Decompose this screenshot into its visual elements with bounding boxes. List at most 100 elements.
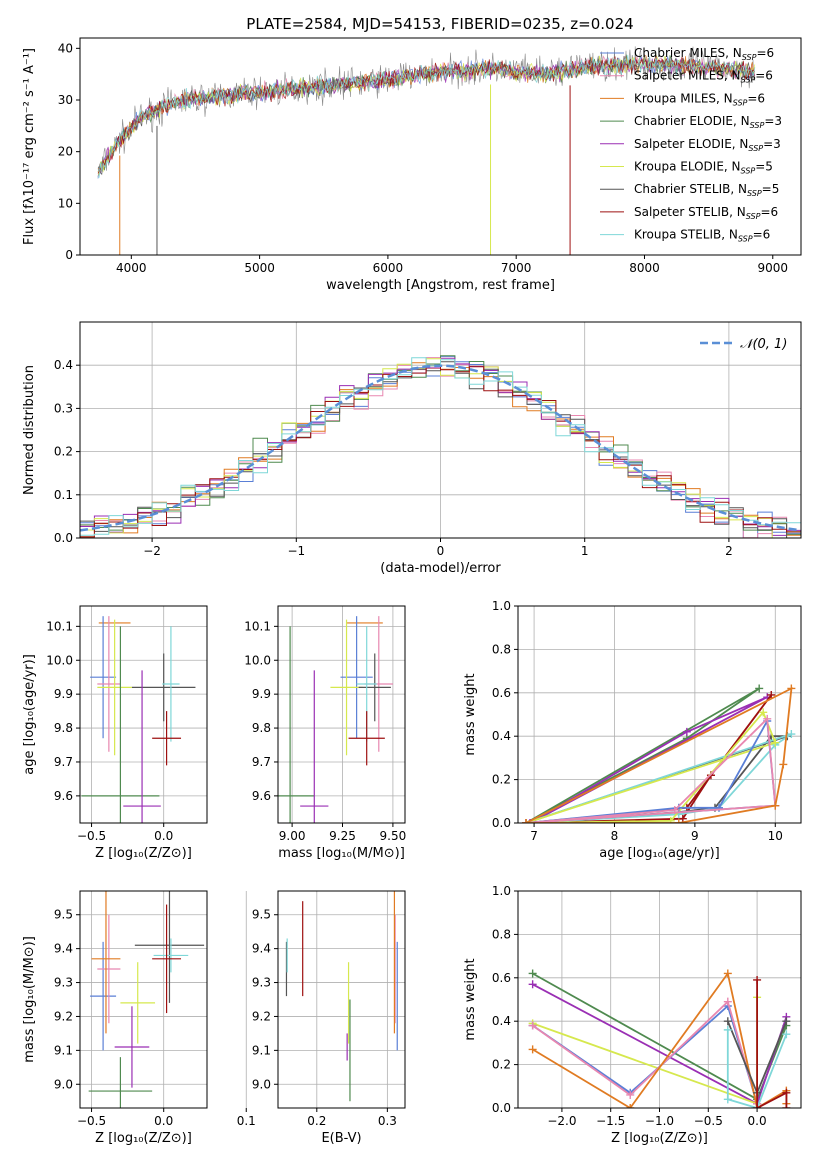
x-tick-label: 4000 — [116, 261, 147, 275]
plot-area — [97, 46, 756, 255]
weight-marker — [626, 1090, 635, 1099]
weight-marker — [782, 1017, 791, 1026]
plot-area — [528, 969, 791, 1108]
y-tick-label: 9.6 — [252, 789, 271, 803]
weight-marker — [670, 805, 679, 814]
legend-entry: Chabrier ELODIE, NSSP=3 — [634, 114, 782, 130]
x-tick-label: −2.0 — [547, 1114, 576, 1128]
axes-frame — [277, 890, 406, 1109]
x-axis-label: Z [log₁₀(Z/Z⊙)] — [611, 1131, 708, 1146]
y-tick-label: 0.2 — [492, 1058, 511, 1072]
plot-layer: 4000 5000 6000 7000 8000 9000010203040wavelen… — [22, 37, 802, 1146]
y-tick-label: 0.0 — [492, 1101, 511, 1115]
y-tick-label: 9.2 — [252, 1009, 271, 1023]
weight-line-salpeter_miles — [532, 1000, 758, 1104]
y-tick-label: 10.0 — [46, 653, 73, 667]
y-axis-label: mass [log₁₀(M/M⊙)] — [22, 936, 37, 1063]
x-tick-label: 8 — [611, 829, 619, 843]
weight-marker — [723, 1095, 732, 1104]
y-tick-label: 10 — [58, 196, 73, 210]
x-tick-label: −0.5 — [77, 1114, 106, 1128]
axes-frame — [79, 321, 802, 539]
weight-marker — [528, 969, 537, 978]
weight-marker — [767, 690, 776, 699]
legend-entry: Kroupa ELODIE, NSSP=5 — [634, 160, 773, 176]
y-tick-label: 9.7 — [252, 755, 271, 769]
normal-curve — [80, 364, 801, 532]
x-tick-label: 9.50 — [380, 829, 407, 843]
legend-entry: Chabrier STELIB, NSSP=5 — [634, 182, 779, 198]
x-axis-label: mass [log₁₀(M/M⊙)] — [278, 846, 405, 861]
x-tick-label: −0.5 — [694, 1114, 723, 1128]
x-tick-label: −1.0 — [645, 1114, 674, 1128]
y-tick-label: 9.0 — [54, 1077, 73, 1091]
weight-marker — [626, 1104, 635, 1108]
legend-entry: Chabrier MILES, NSSP=6 — [634, 46, 774, 62]
y-tick-label: 9.5 — [252, 908, 271, 922]
x-tick-label: 0.3 — [378, 1114, 397, 1128]
axes-frame — [79, 890, 208, 1109]
y-axis-label: mass weight — [463, 673, 478, 755]
y-tick-label: 9.2 — [54, 1009, 73, 1023]
y-tick-label: 0.2 — [492, 773, 511, 787]
plot-area — [285, 891, 398, 1102]
weight-marker — [714, 803, 723, 812]
weight-line-kroupa_elodie — [525, 710, 777, 823]
weight-marker — [723, 969, 732, 978]
weight-marker — [787, 730, 796, 739]
y-tick-label: 9.0 — [252, 1077, 271, 1091]
x-tick-label: 10 — [768, 829, 783, 843]
x-tick-label: 0.0 — [748, 1114, 767, 1128]
weight-marker — [771, 801, 780, 810]
weight-marker — [528, 1021, 537, 1030]
x-tick-label: 9.25 — [329, 829, 356, 843]
x-axis-label: Z [log₁₀(Z/Z⊙)] — [95, 1131, 192, 1146]
weight-marker — [723, 1017, 732, 1026]
y-tick-label: 9.7 — [54, 755, 73, 769]
x-tick-label: 2 — [725, 544, 733, 558]
histogram-kroupa_stelib — [80, 357, 801, 536]
x-tick-label: 0 — [437, 544, 445, 558]
x-tick-label: 9 — [691, 829, 699, 843]
x-tick-label: 9.00 — [279, 829, 306, 843]
legend-entry: Salpeter ELODIE, NSSP=3 — [634, 137, 781, 153]
weight-marker — [528, 1045, 537, 1054]
axes-frame — [79, 37, 802, 256]
weight-marker — [682, 727, 691, 736]
weight-line-chabrier_elodie — [525, 687, 760, 823]
y-tick-label: 0.0 — [492, 816, 511, 830]
y-tick-label: 0.6 — [492, 686, 511, 700]
legend-entry: Salpeter MILES, NSSP=6 — [634, 69, 773, 85]
plot-area — [81, 616, 196, 823]
x-axis-label: Z [log₁₀(Z/Z⊙)] — [95, 846, 192, 861]
x-tick-label: 0.0 — [154, 1114, 173, 1128]
figure-title: PLATE=2584, MJD=54153, FIBERID=0235, z=0… — [246, 15, 633, 33]
weight-marker — [782, 1088, 791, 1097]
y-tick-label: 0 — [65, 248, 73, 262]
x-tick-label: 7 — [530, 829, 538, 843]
y-tick-label: 9.8 — [252, 721, 271, 735]
y-tick-label: 9.4 — [54, 942, 73, 956]
y-tick-label: 10.0 — [244, 653, 271, 667]
weight-marker — [779, 760, 788, 769]
plot-area — [278, 616, 393, 823]
weight-marker — [674, 819, 683, 823]
y-tick-label: 9.1 — [252, 1043, 271, 1057]
weight-marker — [753, 1104, 762, 1108]
x-tick-label: 7000 — [501, 261, 532, 275]
x-axis-label: wavelength [Angstrom, rest frame] — [326, 278, 555, 293]
y-tick-label: 0.4 — [492, 1014, 511, 1028]
x-tick-label: 0.1 — [237, 1114, 256, 1128]
y-tick-label: 0.8 — [492, 927, 511, 941]
y-tick-label: 9.8 — [54, 721, 73, 735]
axes-frame — [517, 890, 802, 1109]
x-tick-label: 6000 — [373, 261, 404, 275]
model-spectrum-kroupa_stelib — [97, 54, 756, 178]
x-axis-label: E(B-V) — [321, 1131, 361, 1146]
axes-frame — [79, 605, 208, 824]
weight-line-salpeter_miles — [525, 716, 777, 823]
weight-marker — [763, 714, 772, 723]
x-tick-label: 9000 — [758, 261, 789, 275]
weight-marker — [782, 1104, 791, 1108]
